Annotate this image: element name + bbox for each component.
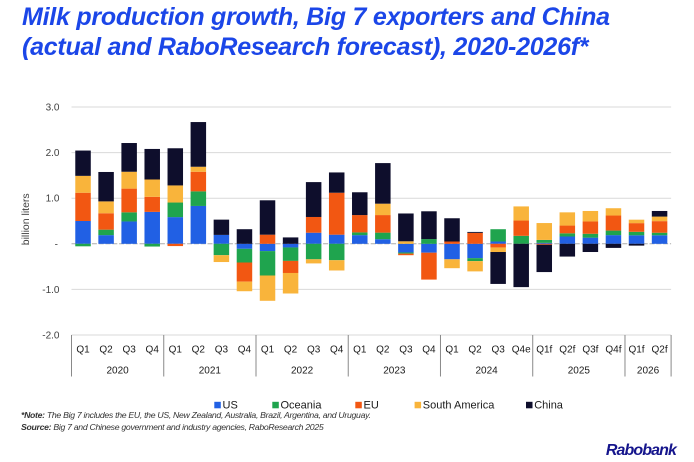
svg-text:-2.0: -2.0: [42, 331, 60, 342]
svg-text:Q2: Q2: [192, 344, 206, 355]
svg-text:-1.0: -1.0: [42, 285, 60, 296]
svg-text:Q4: Q4: [238, 344, 252, 355]
svg-text:Q2: Q2: [99, 344, 113, 355]
svg-text:Q3f: Q3f: [582, 344, 598, 355]
svg-text:2.0: 2.0: [46, 148, 60, 159]
svg-text:Q2: Q2: [468, 344, 482, 355]
svg-text:Q2: Q2: [284, 344, 298, 355]
svg-text:Q3: Q3: [122, 344, 136, 355]
svg-text:billion liters: billion liters: [20, 193, 32, 245]
svg-text:South America: South America: [423, 400, 495, 412]
svg-text:Q4f: Q4f: [605, 344, 621, 355]
svg-text:Oceania: Oceania: [281, 400, 323, 412]
svg-text:Q4e: Q4e: [512, 344, 531, 355]
svg-text:2021: 2021: [199, 365, 222, 376]
svg-text:Q3: Q3: [215, 344, 229, 355]
svg-text:China: China: [534, 400, 564, 412]
svg-text:Q1: Q1: [76, 344, 90, 355]
svg-text:2022: 2022: [291, 365, 314, 376]
svg-text:2025: 2025: [568, 365, 591, 376]
svg-text:Q1f: Q1f: [628, 344, 644, 355]
svg-text:US: US: [223, 400, 238, 412]
svg-text:2026: 2026: [637, 365, 660, 376]
svg-text:3.0: 3.0: [46, 103, 60, 114]
svg-text:Q1: Q1: [169, 344, 183, 355]
svg-text:Q3: Q3: [399, 344, 413, 355]
svg-text:Q2f: Q2f: [559, 344, 575, 355]
svg-text:Q3: Q3: [307, 344, 321, 355]
svg-text:2023: 2023: [383, 365, 406, 376]
svg-text:Q2f: Q2f: [652, 344, 668, 355]
svg-text:Q1: Q1: [353, 344, 367, 355]
svg-text:2020: 2020: [106, 365, 129, 376]
svg-text:2024: 2024: [475, 365, 498, 376]
svg-text:EU: EU: [364, 400, 379, 412]
svg-text:-: -: [55, 239, 58, 250]
svg-text:Q4: Q4: [330, 344, 344, 355]
svg-text:Q1: Q1: [261, 344, 275, 355]
svg-text:Q4: Q4: [146, 344, 160, 355]
svg-text:Q1f: Q1f: [536, 344, 552, 355]
svg-text:Q4: Q4: [422, 344, 436, 355]
svg-text:Q3: Q3: [491, 344, 505, 355]
svg-text:Q1: Q1: [445, 344, 459, 355]
svg-text:Q2: Q2: [376, 344, 390, 355]
svg-text:1.0: 1.0: [46, 194, 60, 205]
